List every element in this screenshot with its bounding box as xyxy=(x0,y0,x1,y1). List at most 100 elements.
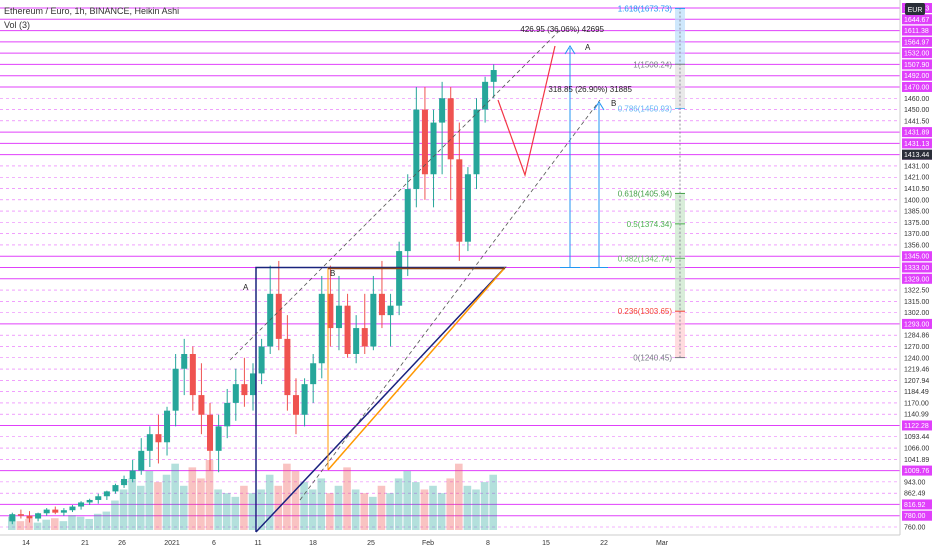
candle-body xyxy=(370,293,377,347)
price-badge xyxy=(902,510,932,521)
volume-bar xyxy=(300,482,308,530)
price-tick-label: 943.00 xyxy=(904,479,926,486)
volume-bar xyxy=(480,482,489,530)
price-tick-label: 1093.44 xyxy=(904,434,929,441)
volume-bar xyxy=(50,518,59,530)
candle-body xyxy=(430,122,437,175)
candle-body xyxy=(439,98,446,123)
volume-bar xyxy=(68,515,76,530)
volume-bar xyxy=(111,500,119,530)
fib-level-label: 1.618(1673.73) xyxy=(618,4,673,13)
time-tick-label: 2021 xyxy=(164,540,180,547)
candle-body xyxy=(327,293,334,329)
volume-bar xyxy=(42,519,50,530)
candle-body xyxy=(181,354,188,369)
triangle-label-b: B xyxy=(330,269,335,278)
price-tick-label: 1431.00 xyxy=(904,163,929,170)
price-tick-label: 1184.49 xyxy=(904,389,929,396)
price-badge xyxy=(902,273,932,284)
volume-bar xyxy=(360,493,369,530)
candle-body xyxy=(172,368,179,411)
fib-level-label: 1(1508.24) xyxy=(633,60,672,69)
price-tick-label: 1284.86 xyxy=(904,333,929,340)
projection-path xyxy=(497,45,556,178)
price-badge xyxy=(902,262,932,273)
candle-body xyxy=(207,414,214,451)
volume-bar xyxy=(76,516,85,530)
price-tick-label: 1421.00 xyxy=(904,175,929,182)
fib-level-label: 0.236(1303.65) xyxy=(618,307,673,316)
price-badge xyxy=(902,465,932,476)
candle-body xyxy=(164,410,171,443)
time-tick-label: Feb xyxy=(422,540,434,547)
projection-label-b: B xyxy=(611,99,616,108)
price-badge xyxy=(902,251,932,262)
volume-bar xyxy=(162,474,171,530)
projection-label-a: A xyxy=(585,43,591,52)
volume-bar xyxy=(343,467,351,530)
price-tick-label: 1293.00 xyxy=(904,321,929,328)
candle-body xyxy=(464,174,471,242)
candle-body xyxy=(275,293,282,339)
time-tick-label: 18 xyxy=(309,540,317,547)
volume-bar xyxy=(446,478,455,530)
currency-badge xyxy=(905,3,925,15)
time-tick-label: 22 xyxy=(600,540,608,547)
volume-bar xyxy=(489,474,497,530)
candle-body xyxy=(310,363,317,385)
time-tick-label: Mar xyxy=(656,540,669,547)
volume-bar xyxy=(463,485,472,530)
volume-bar xyxy=(308,489,317,530)
price-tick-label: 1431.13 xyxy=(904,141,929,148)
volume-bar xyxy=(472,489,480,530)
fib-level-label: 0.5(1374.34) xyxy=(627,220,673,229)
time-tick-label: 26 xyxy=(118,540,126,547)
time-tick-label: 11 xyxy=(254,540,261,547)
price-tick-label: 1532.00 xyxy=(904,51,929,58)
volume-bar xyxy=(33,522,42,530)
volume-bar xyxy=(351,489,360,530)
price-tick-label: 1207.94 xyxy=(904,378,929,385)
candle-body xyxy=(456,159,463,242)
candle-body xyxy=(249,373,257,396)
price-tick-label: 1009.76 xyxy=(904,468,929,475)
volume-bar xyxy=(16,521,25,530)
price-tick-label: 1441.50 xyxy=(904,118,929,125)
candle-body xyxy=(69,506,76,511)
price-badge xyxy=(902,14,932,25)
price-badge xyxy=(902,81,932,92)
volume-bar xyxy=(197,478,205,530)
currency-badge-label: EUR xyxy=(908,7,923,14)
candle-body xyxy=(413,109,420,190)
volume-bar xyxy=(171,463,179,530)
price-tick-label: 1492.00 xyxy=(904,73,929,80)
candle-body xyxy=(490,70,497,82)
triangle-orange-line xyxy=(327,267,506,471)
volume-bar xyxy=(85,518,93,530)
volume-bar xyxy=(93,513,102,530)
price-tick-label: 1240.00 xyxy=(904,355,929,362)
price-tick-label: 1315.00 xyxy=(904,299,929,306)
volume-bar xyxy=(291,471,300,530)
time-tick-label: 6 xyxy=(212,540,216,547)
volume-bar xyxy=(412,482,420,530)
candle-body xyxy=(404,189,411,252)
price-badge xyxy=(902,36,932,47)
candle-body xyxy=(155,434,162,443)
candle-body xyxy=(95,496,102,500)
candle-body xyxy=(52,509,59,513)
volume-bar xyxy=(386,493,394,530)
measure-a-label: 426.95 (36.06%) 42695 xyxy=(520,25,604,34)
price-badge xyxy=(902,420,932,431)
candle-body xyxy=(9,514,16,522)
price-badge xyxy=(902,318,932,329)
channel-upper xyxy=(229,29,561,361)
price-tick-label: 862.49 xyxy=(904,491,926,498)
price-badge xyxy=(902,25,932,36)
candle-body xyxy=(344,305,351,354)
price-badge xyxy=(902,70,932,81)
price-tick-label: 1644.67 xyxy=(904,17,929,24)
indicator-label: Vol (3) xyxy=(4,20,31,30)
